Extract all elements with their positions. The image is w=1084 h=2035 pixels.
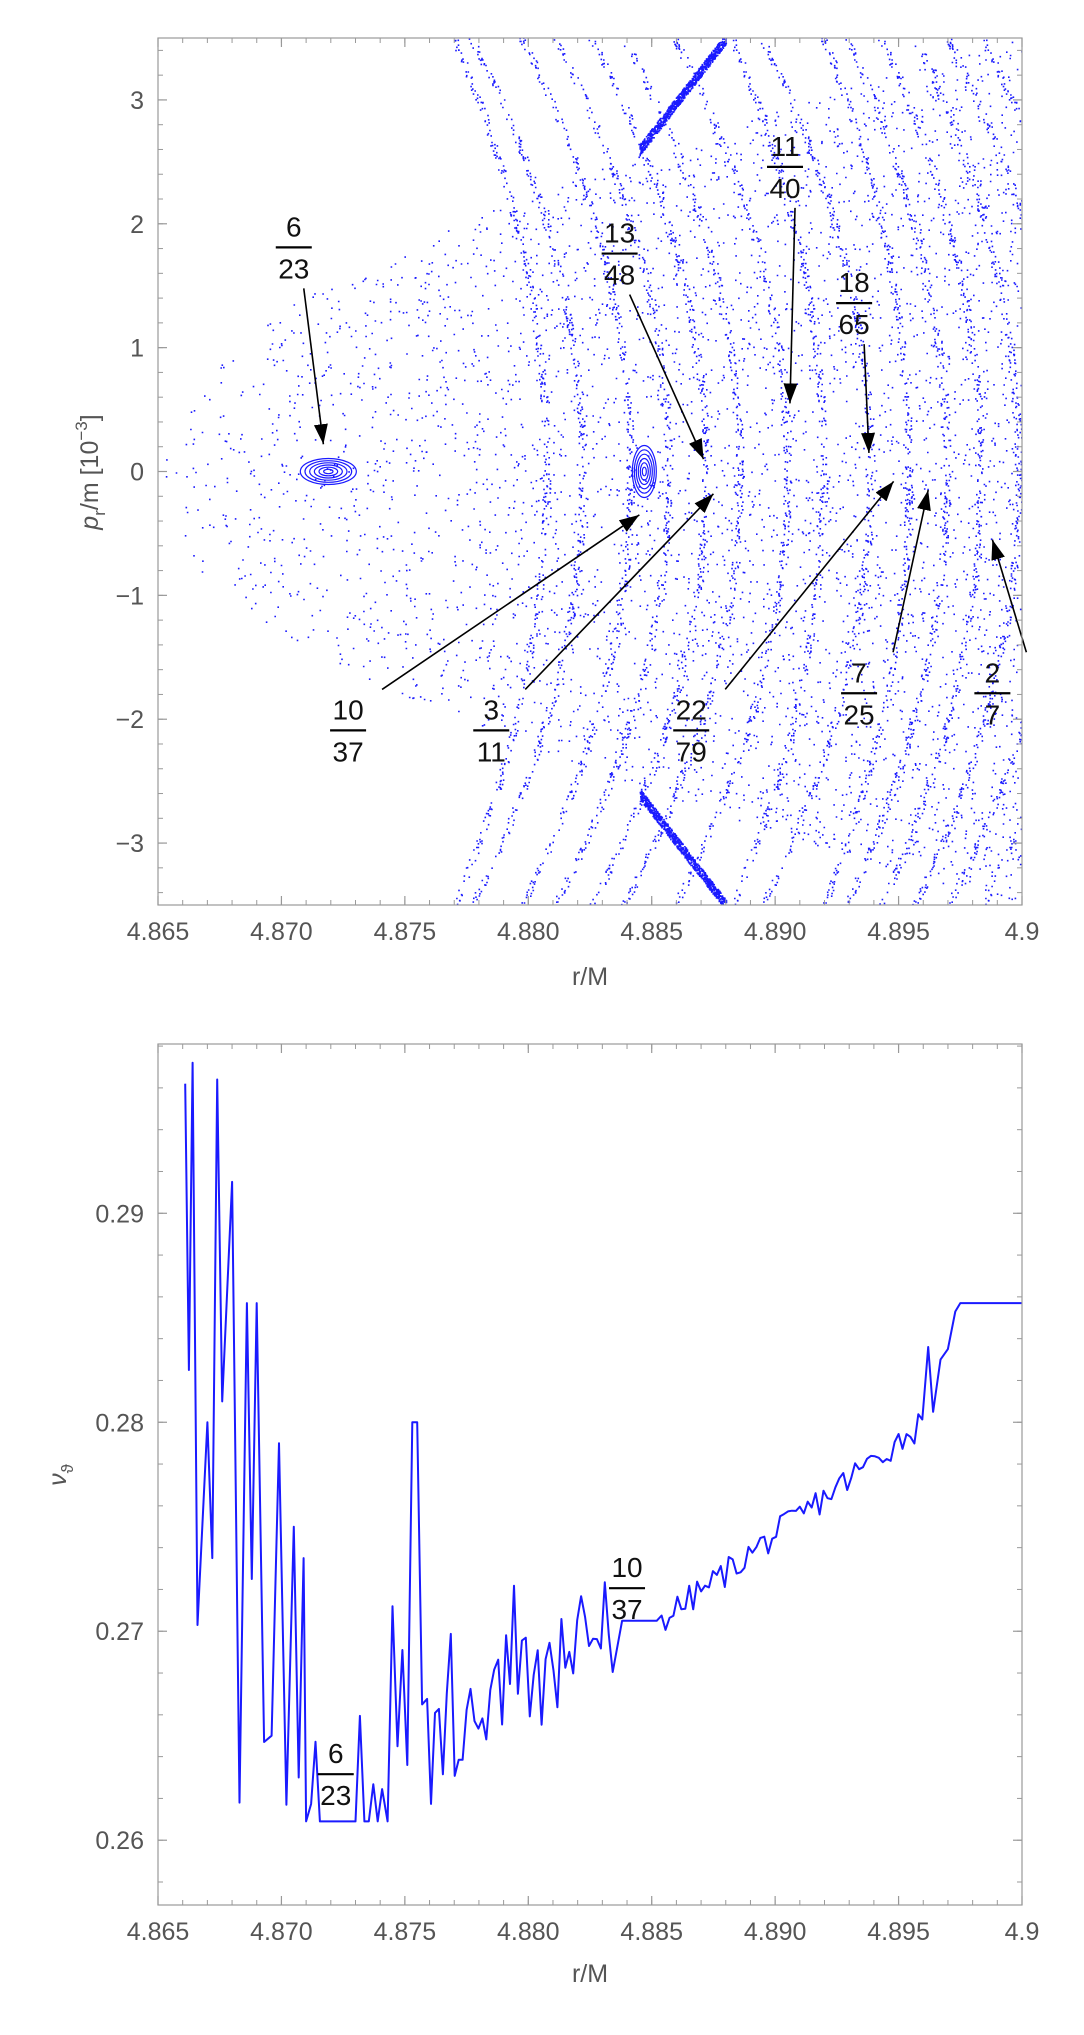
x-tick-label: 4.9: [1005, 1918, 1040, 1946]
island-orbit: [631, 444, 657, 499]
axis-ticks: 4.865 4.870 4.875 4.880 4.885 4.890 4.895 4.9 3 2…: [115, 38, 1039, 946]
plot-frame: [157, 37, 1023, 906]
x-tick-label: 4.9: [1005, 918, 1040, 946]
y-tick-label: 3: [130, 87, 144, 115]
resonance-label: 623: [317, 1738, 354, 1811]
x-tick-label: 4.875: [374, 918, 437, 946]
x-tick-label: 4.890: [744, 1918, 807, 1946]
x-tick-label: 4.890: [744, 918, 807, 946]
y-tick-label: 2: [130, 211, 144, 239]
resonance-label: 623: [275, 211, 312, 284]
scatter-cloud: [165, 38, 1022, 905]
x-axis-label: r/M: [572, 963, 608, 991]
annotation-arrow: [628, 294, 705, 460]
plot-frame: [157, 1043, 1023, 1906]
y-tick-label: 0: [130, 459, 144, 487]
island-orbit: [299, 457, 357, 486]
resonance-denominator: 37: [611, 1594, 642, 1625]
resonance-numerator: 7: [851, 657, 867, 688]
x-tick-label: 4.870: [250, 918, 313, 946]
annotation-arrow: [991, 539, 1028, 653]
resonance-numerator: 13: [604, 218, 635, 249]
y-tick-label: 0.28: [95, 1409, 144, 1437]
island-orbit: [635, 453, 653, 490]
resonance-denominator: 7: [985, 699, 1001, 730]
resonance-numerator: 2: [985, 657, 1001, 688]
resonance-numerator: 22: [676, 694, 707, 725]
resonance-label: 311: [473, 694, 510, 767]
resonance-denominator: 25: [843, 699, 874, 730]
x-tick-label: 4.880: [497, 918, 560, 946]
resonance-denominator: 23: [320, 1780, 351, 1811]
resonance-numerator: 10: [333, 694, 364, 725]
x-tick-label: 4.880: [497, 1918, 560, 1946]
x-axis-label: r/M: [572, 1960, 608, 1988]
island-orbit: [304, 460, 353, 483]
annotation-arrow: [302, 288, 328, 445]
annotation-arrow: [724, 480, 895, 690]
annotation-arrow: [783, 207, 798, 404]
x-tick-label: 4.895: [867, 1918, 930, 1946]
island-orbit: [309, 462, 348, 481]
y-axis-label: pr/m [10−3]: [72, 414, 109, 530]
resonance-denominator: 48: [604, 260, 635, 291]
resonance-denominator: 40: [769, 173, 800, 204]
island-orbit: [323, 468, 334, 475]
x-tick-label: 4.865: [127, 918, 190, 946]
resonance-label: 725: [841, 657, 878, 730]
resonance-numerator: 6: [286, 211, 302, 242]
y-tick-label: −3: [115, 830, 144, 858]
x-tick-label: 4.865: [127, 1918, 190, 1946]
island-orbit: [641, 466, 647, 477]
y-tick-label: 0.26: [95, 1827, 144, 1855]
axis-ticks: 4.865 4.870 4.875 4.880 4.885 4.890 4.895 4.9 0.…: [95, 1044, 1039, 1946]
y-tick-label: −2: [115, 706, 144, 734]
x-tick-label: 4.870: [250, 1918, 313, 1946]
island-orbit: [318, 466, 339, 477]
resonance-denominator: 79: [676, 736, 707, 767]
x-tick-label: 4.885: [620, 1918, 683, 1946]
island-orbit: [637, 457, 651, 486]
resonance-numerator: 3: [483, 694, 499, 725]
y-tick-label: 1: [130, 335, 144, 363]
resonance-denominator: 11: [477, 736, 506, 767]
x-tick-label: 4.875: [374, 1918, 437, 1946]
x-tick-label: 4.885: [620, 918, 683, 946]
y-tick-label: −1: [115, 582, 144, 610]
annotation-arrow: [892, 489, 931, 653]
annotation-arrow: [524, 493, 715, 690]
resonance-numerator: 10: [611, 1552, 642, 1583]
resonance-numerator: 18: [839, 267, 870, 298]
y-tick-label: 0.27: [95, 1618, 144, 1646]
island-orbit: [639, 462, 649, 481]
island-orbit: [633, 449, 655, 494]
x-tick-label: 4.895: [867, 918, 930, 946]
resonance-numerator: 6: [328, 1738, 344, 1769]
annotation-arrows: [302, 207, 1028, 691]
annotation-arrow: [861, 344, 876, 453]
rotation-number-series: [184, 1061, 1022, 1823]
resonance-numerator: 11: [770, 131, 799, 162]
annotation-arrow: [381, 514, 640, 691]
resonance-denominator: 23: [278, 253, 309, 284]
resonance-label: 27: [974, 657, 1011, 730]
y-tick-label: 0.29: [95, 1200, 144, 1228]
island-orbit: [313, 464, 343, 479]
scatter-points: [165, 38, 1022, 905]
resonance-denominator: 65: [839, 309, 870, 340]
y-axis-label: νϑ: [44, 1463, 77, 1486]
resonance-denominator: 37: [333, 736, 364, 767]
